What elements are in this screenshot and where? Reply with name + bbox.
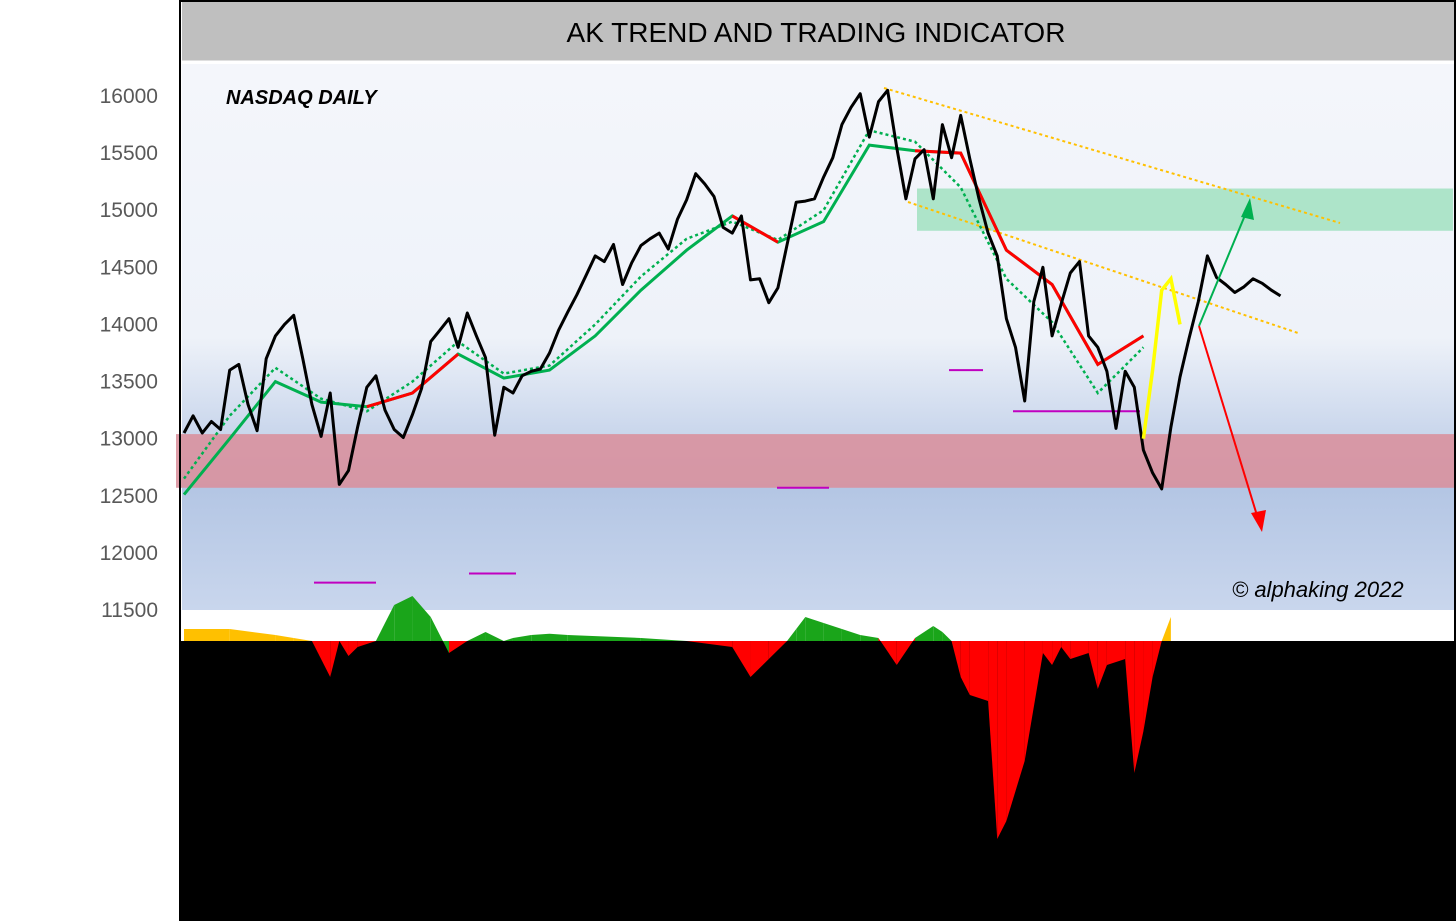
oscillator-bar [448,641,468,653]
oscillator-bar [1125,641,1135,773]
y-tick-label: 13000 [100,428,158,451]
up-arrow-head [1241,198,1254,220]
chart-title: AK TREND AND TRADING INDICATOR [567,17,1066,48]
oscillator-bar [1006,641,1025,821]
oscillator-bar [750,641,769,677]
oscillator-bar [503,638,513,641]
oscillator-bar [969,641,989,701]
oscillator-bar [430,617,449,653]
y-tick-label: 15500 [100,142,158,165]
oscillator-bar [512,635,532,641]
y-tick-label: 11500 [101,599,158,622]
oscillator-bar [485,632,504,641]
oscillator-bar [357,641,376,647]
oscillator-bar [467,632,486,641]
oscillator-bar [375,605,395,641]
oscillator-bar [293,638,312,641]
oscillator-bar [348,641,358,656]
y-tick-label: 13500 [100,371,158,394]
oscillator-bar [960,641,970,695]
oscillator-bar [1152,641,1162,677]
oscillator-bar [1161,617,1171,641]
oscillator-bar [997,641,1007,839]
y-tick-label: 15000 [100,199,158,222]
oscillator-bar [229,629,276,641]
up-arrow [1198,207,1249,327]
oscillator-bar [1052,641,1062,665]
oscillator-bar [1143,641,1153,731]
copyright-annotation: © alphaking 2022 [1232,577,1404,602]
oscillator-bar [394,596,413,641]
oscillator-bar [1024,641,1043,761]
oscillator-bar [1134,641,1144,773]
oscillator-bar [1061,641,1071,659]
oscillator-bar [686,641,733,647]
down-arrow-head [1251,510,1266,532]
oscillator-bar [988,641,998,839]
y-tick-label: 16000 [100,85,158,108]
plot-area [182,64,1454,610]
plot-border [179,0,1456,921]
oscillator-bar [549,633,568,641]
oscillator-bar [942,632,952,641]
down-arrow [1198,325,1260,523]
oscillator-bar [796,617,806,641]
y-tick-label: 12500 [100,485,158,508]
oscillator-bar [1106,641,1126,665]
resistance-zone [917,188,1453,231]
oscillator-bar [915,626,934,641]
channel-upper-line [883,87,1341,224]
y-axis-ticks: 16000 15500 15000 14500 14000 13500 13000 12500… [100,85,158,622]
oscillator-bar [823,623,842,641]
oscillator-bar [768,641,788,659]
oscillator-bar [732,641,751,677]
oscillator-bar [896,638,916,665]
price-line [182,88,1282,491]
oscillator-bar [1088,641,1098,689]
y-tick-label: 14000 [100,313,158,336]
title-banner [182,2,1454,62]
oscillator-bar [841,629,861,641]
oscillator-bar [311,641,331,677]
oscillator-bar [339,641,349,656]
oscillator-bar [878,638,897,665]
oscillator-bar [933,626,943,641]
oscillator-bar [787,629,797,641]
support-zone [176,434,1454,488]
y-tick-label: 12000 [100,542,158,565]
oscillator-bar [184,629,230,641]
chart-subtitle: NASDAQ DAILY [226,87,378,109]
y-tick-label: 14500 [100,256,158,279]
oscillator-bar [951,641,961,677]
oscillator-bar [1070,641,1089,659]
projection-line [1141,274,1182,439]
oscillator-bar [567,635,641,641]
oscillator-bar [640,638,687,641]
oscillator-panel [179,641,1456,921]
oscillator-bar [531,633,550,641]
oscillator-bar [412,596,431,641]
oscillator-bar [1042,641,1053,665]
oscillator-bar [330,641,340,677]
channel-lower-line [907,201,1299,334]
oscillator-bar [805,617,824,641]
oscillator-bar [860,635,879,641]
oscillator-bar [1097,641,1107,689]
oscillator-bar [275,635,294,641]
